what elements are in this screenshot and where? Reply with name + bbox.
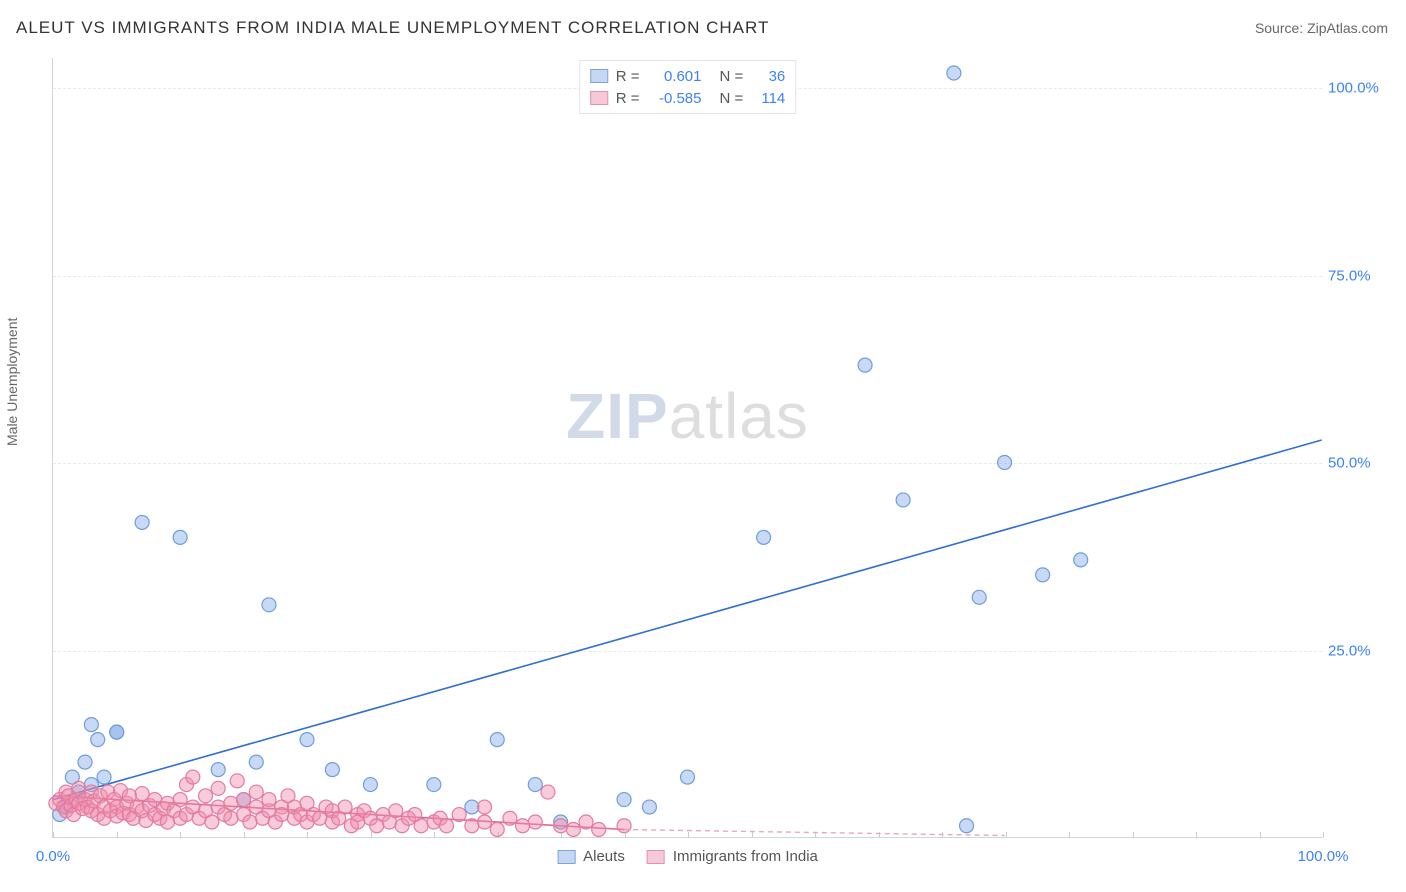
- source-label: Source: ZipAtlas.com: [1255, 20, 1388, 36]
- scatter-point: [972, 590, 986, 604]
- scatter-point: [947, 66, 961, 80]
- legend-row: R = 0.601 N = 36: [590, 65, 786, 87]
- scatter-point: [516, 819, 530, 833]
- scatter-point: [642, 800, 656, 814]
- y-tick-label: 100.0%: [1328, 80, 1388, 97]
- y-tick-label: 50.0%: [1328, 455, 1388, 472]
- series-legend: Aleuts Immigrants from India: [557, 848, 818, 865]
- scatter-point: [211, 763, 225, 777]
- scatter-point: [135, 515, 149, 529]
- scatter-point: [84, 718, 98, 732]
- scatter-point: [135, 787, 149, 801]
- legend-swatch: [590, 91, 608, 105]
- legend-r-label: R =: [616, 68, 640, 85]
- scatter-point: [173, 530, 187, 544]
- scatter-point: [186, 770, 200, 784]
- scatter-point: [110, 725, 124, 739]
- legend-n-label: N =: [720, 68, 744, 85]
- scatter-point: [262, 598, 276, 612]
- scatter-point: [338, 800, 352, 814]
- legend-r-value: 0.601: [648, 68, 702, 85]
- scatter-point: [617, 819, 631, 833]
- legend-swatch: [647, 850, 665, 864]
- scatter-point: [681, 770, 695, 784]
- scatter-point: [91, 733, 105, 747]
- scatter-point: [249, 755, 263, 769]
- scatter-point: [528, 815, 542, 829]
- scatter-point: [249, 785, 263, 799]
- legend-label: Aleuts: [583, 848, 625, 865]
- scatter-point: [617, 793, 631, 807]
- scatter-point: [757, 530, 771, 544]
- scatter-point: [243, 815, 257, 829]
- scatter-point: [490, 823, 504, 837]
- legend-label: Immigrants from India: [673, 848, 818, 865]
- scatter-point: [592, 823, 606, 837]
- legend-r-value: -0.585: [648, 90, 702, 107]
- scatter-point: [1036, 568, 1050, 582]
- chart-title: ALEUT VS IMMIGRANTS FROM INDIA MALE UNEM…: [16, 18, 769, 38]
- scatter-point: [427, 778, 441, 792]
- scatter-point: [998, 455, 1012, 469]
- x-tick: [1323, 832, 1324, 838]
- plot-area: ZIPatlas 25.0%50.0%75.0%100.0% 0.0%100.0…: [52, 58, 1322, 838]
- scatter-point: [363, 778, 377, 792]
- scatter-point: [541, 785, 555, 799]
- legend-row: R = -0.585 N = 114: [590, 87, 786, 109]
- legend-n-value: 36: [751, 68, 785, 85]
- scatter-point: [452, 808, 466, 822]
- legend-r-label: R =: [616, 90, 640, 107]
- legend-swatch: [557, 850, 575, 864]
- legend-item: Immigrants from India: [647, 848, 818, 865]
- scatter-point: [97, 770, 111, 784]
- scatter-point: [224, 811, 238, 825]
- scatter-point: [465, 819, 479, 833]
- scatter-point: [896, 493, 910, 507]
- y-axis-label: Male Unemployment: [4, 318, 20, 446]
- scatter-point: [503, 811, 517, 825]
- scatter-point: [325, 763, 339, 777]
- legend-item: Aleuts: [557, 848, 625, 865]
- scatter-point: [237, 793, 251, 807]
- scatter-point: [205, 815, 219, 829]
- x-tick-label: 0.0%: [36, 848, 70, 865]
- scatter-point: [224, 796, 238, 810]
- y-tick-label: 25.0%: [1328, 642, 1388, 659]
- x-tick-label: 100.0%: [1298, 848, 1349, 865]
- scatter-point: [262, 793, 276, 807]
- scatter-point: [465, 800, 479, 814]
- trend-line-dashed: [624, 830, 1005, 836]
- legend-n-value: 114: [751, 90, 785, 107]
- scatter-point: [554, 819, 568, 833]
- scatter-point: [300, 733, 314, 747]
- scatter-point: [211, 781, 225, 795]
- chart-container: ALEUT VS IMMIGRANTS FROM INDIA MALE UNEM…: [0, 0, 1406, 892]
- y-tick-label: 75.0%: [1328, 267, 1388, 284]
- scatter-point: [440, 819, 454, 833]
- scatter-point: [173, 793, 187, 807]
- scatter-point: [78, 755, 92, 769]
- scatter-point: [858, 358, 872, 372]
- scatter-point: [579, 815, 593, 829]
- scatter-point: [414, 819, 428, 833]
- scatter-point: [478, 815, 492, 829]
- legend-swatch: [590, 69, 608, 83]
- scatter-point: [490, 733, 504, 747]
- scatter-point: [230, 774, 244, 788]
- trend-line: [53, 440, 1321, 800]
- scatter-point: [478, 800, 492, 814]
- scatter-svg: [53, 58, 1322, 837]
- scatter-point: [275, 808, 289, 822]
- scatter-point: [566, 823, 580, 837]
- scatter-point: [199, 789, 213, 803]
- scatter-point: [1074, 553, 1088, 567]
- scatter-point: [960, 819, 974, 833]
- correlation-legend: R = 0.601 N = 36 R = -0.585 N = 114: [579, 60, 797, 114]
- legend-n-label: N =: [720, 90, 744, 107]
- scatter-point: [389, 804, 403, 818]
- scatter-point: [528, 778, 542, 792]
